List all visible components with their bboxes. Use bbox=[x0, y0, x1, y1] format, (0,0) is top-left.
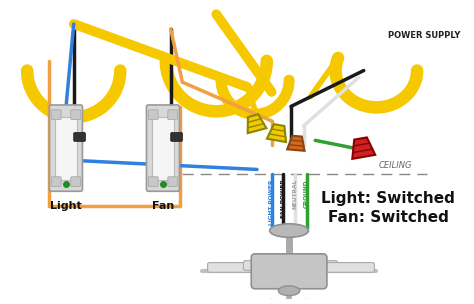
Text: CEILING: CEILING bbox=[378, 161, 412, 171]
Text: Fan: Switched: Fan: Switched bbox=[328, 210, 448, 226]
Text: Light: Switched: Light: Switched bbox=[321, 191, 455, 206]
Text: Light: Light bbox=[50, 201, 82, 211]
Ellipse shape bbox=[270, 224, 309, 237]
Ellipse shape bbox=[264, 299, 279, 304]
Text: Fan: Fan bbox=[152, 201, 174, 211]
Polygon shape bbox=[287, 136, 305, 151]
Bar bbox=[152, 117, 173, 180]
Bar bbox=[55, 117, 77, 180]
Ellipse shape bbox=[278, 286, 300, 295]
FancyBboxPatch shape bbox=[171, 133, 182, 141]
Polygon shape bbox=[267, 124, 286, 142]
FancyBboxPatch shape bbox=[146, 105, 180, 191]
FancyBboxPatch shape bbox=[71, 110, 81, 119]
FancyBboxPatch shape bbox=[148, 177, 158, 186]
FancyBboxPatch shape bbox=[51, 177, 61, 186]
Text: LIGHT POWER: LIGHT POWER bbox=[269, 179, 274, 225]
FancyBboxPatch shape bbox=[168, 177, 178, 186]
FancyBboxPatch shape bbox=[71, 177, 81, 186]
Text: GROUND: GROUND bbox=[304, 179, 309, 208]
FancyBboxPatch shape bbox=[302, 261, 337, 270]
Polygon shape bbox=[352, 137, 375, 159]
Ellipse shape bbox=[281, 299, 297, 304]
Ellipse shape bbox=[299, 299, 314, 304]
FancyBboxPatch shape bbox=[148, 110, 158, 119]
Text: FAN POWER: FAN POWER bbox=[281, 179, 286, 218]
FancyBboxPatch shape bbox=[49, 105, 82, 191]
FancyBboxPatch shape bbox=[208, 263, 265, 272]
FancyBboxPatch shape bbox=[74, 133, 85, 141]
FancyBboxPatch shape bbox=[244, 261, 276, 270]
Polygon shape bbox=[248, 114, 266, 133]
FancyBboxPatch shape bbox=[251, 254, 327, 289]
Text: NEUTRAL: NEUTRAL bbox=[292, 179, 297, 209]
Text: POWER SUPPLY: POWER SUPPLY bbox=[388, 31, 460, 40]
FancyBboxPatch shape bbox=[168, 110, 178, 119]
FancyBboxPatch shape bbox=[51, 110, 61, 119]
FancyBboxPatch shape bbox=[315, 263, 374, 272]
